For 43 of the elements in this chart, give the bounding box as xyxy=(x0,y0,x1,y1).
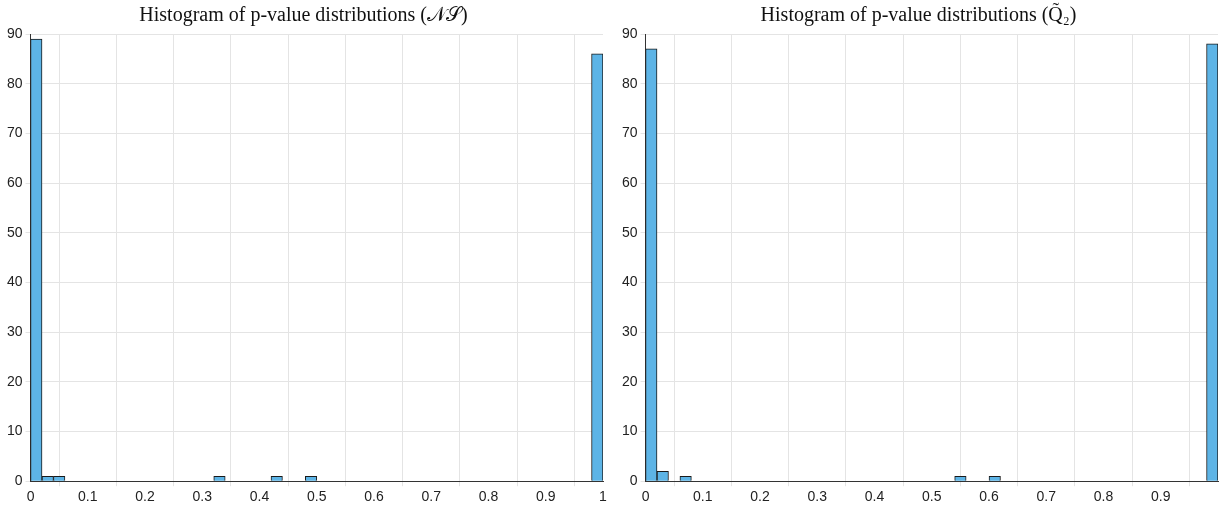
chart-title: Histogram of p-value distributions (Q̃₂) xyxy=(760,2,1077,27)
x-tick-label: 0.7 xyxy=(421,488,442,505)
y-tick-label: 80 xyxy=(6,74,23,91)
y-tick-label: 40 xyxy=(621,273,638,290)
y-tick-label: 90 xyxy=(6,24,23,41)
x-tick-label: 0.1 xyxy=(693,488,713,505)
x-tick-label: 0 xyxy=(641,488,650,505)
y-tick-label: 50 xyxy=(621,223,638,240)
y-tick-label: 30 xyxy=(621,322,638,339)
y-tick-label: 0 xyxy=(629,472,638,489)
y-tick-label: 0 xyxy=(14,472,23,489)
x-tick-label: 0.8 xyxy=(1093,488,1114,505)
x-tick-label: 0.2 xyxy=(750,488,770,505)
y-tick-label: 50 xyxy=(6,223,23,240)
y-tick-label: 10 xyxy=(6,422,23,439)
y-tick-label: 20 xyxy=(6,372,23,389)
x-tick-label: 0.4 xyxy=(249,488,270,505)
x-tick-label: 0.8 xyxy=(478,488,499,505)
x-tick-label: 0.7 xyxy=(1036,488,1057,505)
x-tick-label: 0.4 xyxy=(864,488,885,505)
x-tick-label: 0.2 xyxy=(135,488,155,505)
x-tick-label: 0.1 xyxy=(78,488,98,505)
y-tick-label: 70 xyxy=(6,124,23,141)
y-tick-label: 60 xyxy=(6,173,23,190)
x-tick-label: 1 xyxy=(599,488,608,505)
x-tick-label: 0.3 xyxy=(192,488,213,505)
y-tick-label: 10 xyxy=(621,422,638,439)
y-tick-label: 90 xyxy=(621,24,638,41)
y-tick-label: 80 xyxy=(621,74,638,91)
y-tick-label: 40 xyxy=(6,273,23,290)
x-tick-label: 0.6 xyxy=(364,488,384,505)
x-tick-label: 0.3 xyxy=(807,488,828,505)
x-tick-label: 0.5 xyxy=(922,488,942,505)
x-tick-label: 0 xyxy=(26,488,35,505)
x-tick-label: 0.9 xyxy=(536,488,556,505)
chart-title: Histogram of p-value distributions (𝒩𝒮) xyxy=(139,3,468,27)
x-tick-label: 0.5 xyxy=(307,488,327,505)
y-tick-label: 60 xyxy=(621,173,638,190)
y-tick-label: 30 xyxy=(6,322,23,339)
y-tick-label: 70 xyxy=(621,124,638,141)
x-tick-label: 0.6 xyxy=(979,488,999,505)
y-tick-label: 20 xyxy=(621,372,638,389)
x-tick-label: 0.9 xyxy=(1151,488,1171,505)
